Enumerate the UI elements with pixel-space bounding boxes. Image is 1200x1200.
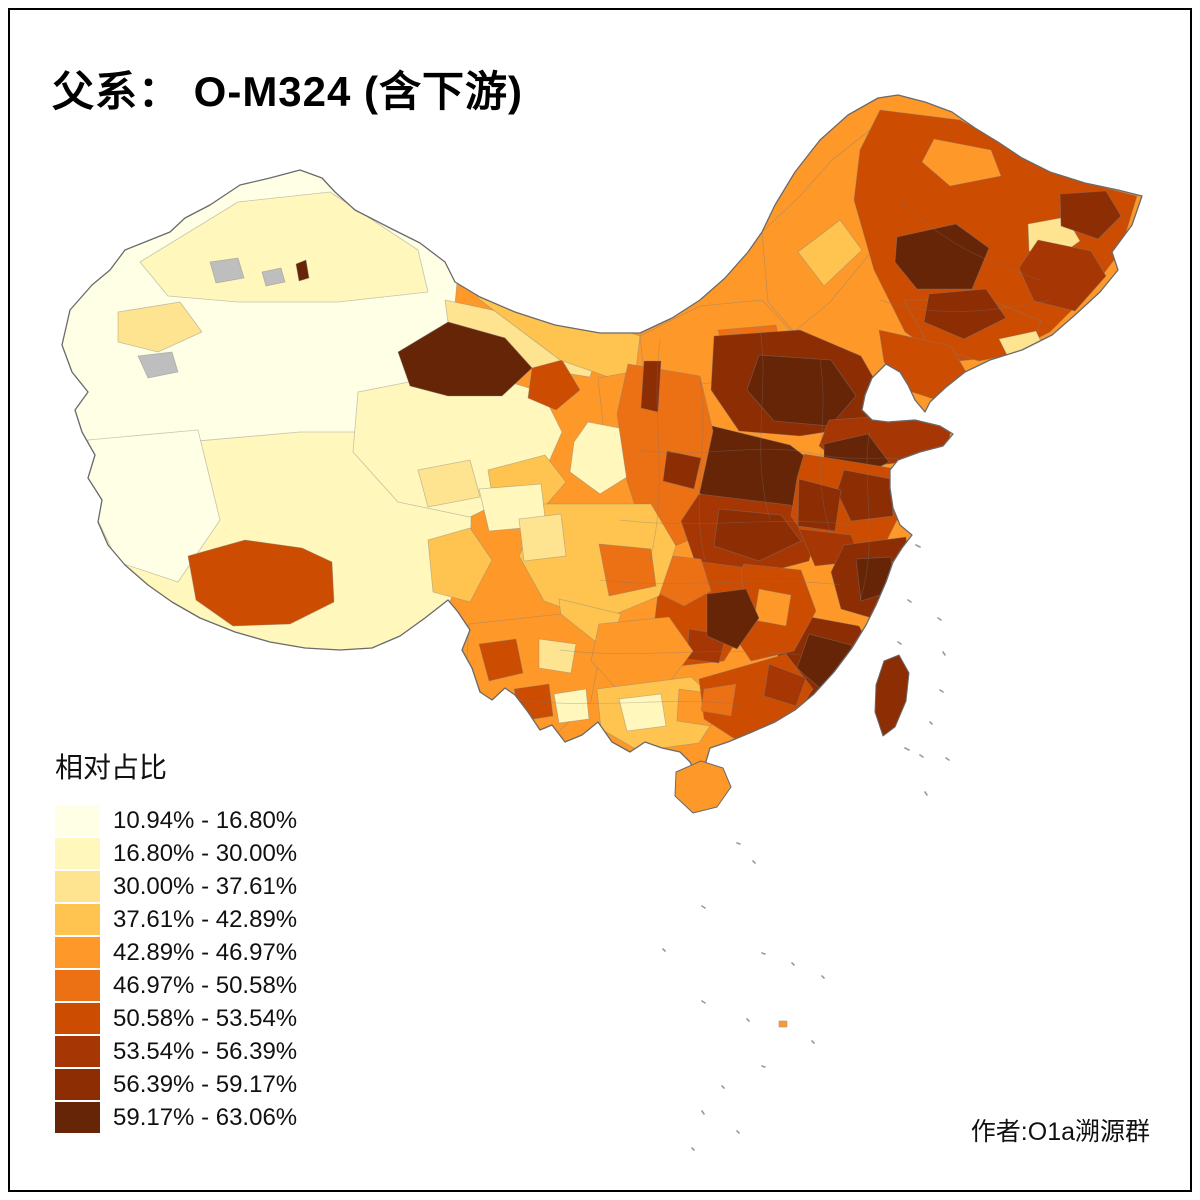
tibet-south-region [187,539,335,627]
legend-swatch [55,1102,100,1133]
legend-swatch [55,1069,100,1100]
tibet-east-region [427,527,493,603]
prefecture-borders [519,199,1051,706]
legend-row: 53.54% - 56.39% [55,1035,297,1068]
gansu-dark-region [397,321,533,397]
islet-orange [778,1020,788,1028]
legend-row: 59.17% - 63.06% [55,1101,297,1134]
legend-label: 16.80% - 30.00% [113,839,298,867]
legend-swatch [55,871,100,902]
na-area-3 [261,267,286,287]
hubei-dark-region [713,508,802,562]
legend-swatch [55,904,100,935]
legend-label: 42.89% - 46.97% [113,938,298,966]
legend-label: 53.54% - 56.39% [113,1037,298,1065]
legend-row: 16.80% - 30.00% [55,837,297,870]
legend-swatch [55,1003,100,1034]
legend-label: 30.00% - 37.61% [113,872,298,900]
legend-swatch [55,838,100,869]
xinjiang-dark-speck-region [295,259,310,282]
na-area-1 [137,351,179,379]
legend-title: 相对占比 [55,752,168,783]
legend-row: 10.94% - 16.80% [55,804,297,837]
jilin-dark-region [923,288,1007,340]
guangxi-pale-region [618,693,667,732]
inner-mongolia-ne-light-region [797,219,863,287]
anhui-dark-region [797,478,842,532]
ili-region [117,301,203,353]
yunnan-light-region [538,638,577,674]
jiangsu-south-region [836,469,894,522]
legend-label: 59.17% - 63.06% [113,1103,298,1131]
legend-swatch [55,805,100,836]
legend-row: 30.00% - 37.61% [55,870,297,903]
attribution: 作者:O1a溯源群 [970,1118,1150,1146]
gansu-dark-east-region [527,359,581,411]
heilongjiang-dark-region [894,223,990,290]
legend: 相对占比 10.94% - 16.80% 16.80% - 30.00% 30.00… [55,746,297,1134]
xian-dark-region [662,450,702,490]
legend-row: 42.89% - 46.97% [55,936,297,969]
chongqing-guizhou-dark-region [706,588,760,650]
jiangxi-light-region [753,588,792,627]
guangdong-east-region [763,663,807,707]
legend-label: 46.97% - 50.58% [113,971,298,999]
legend-row: 56.39% - 59.17% [55,1068,297,1101]
legend-label: 37.61% - 42.89% [113,905,298,933]
yunnan-dark1-region [478,638,524,682]
legend-swatch [55,970,100,1001]
yunnan-pale-region [553,688,590,724]
legend-label: 56.39% - 59.17% [113,1070,298,1098]
guangdong-west-region [700,683,737,717]
legend-row: 37.61% - 42.89% [55,903,297,936]
legend-swatch [55,937,100,968]
legend-row: 50.58% - 53.54% [55,1002,297,1035]
shaanxi-north-dark-region [640,360,662,413]
na-area-2 [209,257,245,284]
legend-row: 46.97% - 50.58% [55,969,297,1002]
heilongjiang-orange-region [921,138,1002,187]
legend-swatch [55,1036,100,1067]
legend-label: 10.94% - 16.80% [113,806,298,834]
xinjiang-north-region [139,191,429,303]
sichuan-mid-region [598,543,657,597]
qinghai-mid-region [417,459,481,508]
heilongjiang-east-region [1018,239,1107,312]
china-outline [61,94,1143,779]
legend-label: 50.58% - 53.54% [113,1004,298,1032]
south-china-sea-islets [662,544,950,1151]
islands [674,654,910,814]
legend-rows: 10.94% - 16.80% 16.80% - 30.00% 30.00% - 3… [55,804,297,1134]
hainan-island-region [674,760,732,814]
heilongjiang-dark2-region [1059,190,1122,240]
sichuan-west2-region [518,513,567,562]
map-title: 父系： O-M324 (含下游) [52,68,524,115]
taiwan-island-region [874,654,910,737]
